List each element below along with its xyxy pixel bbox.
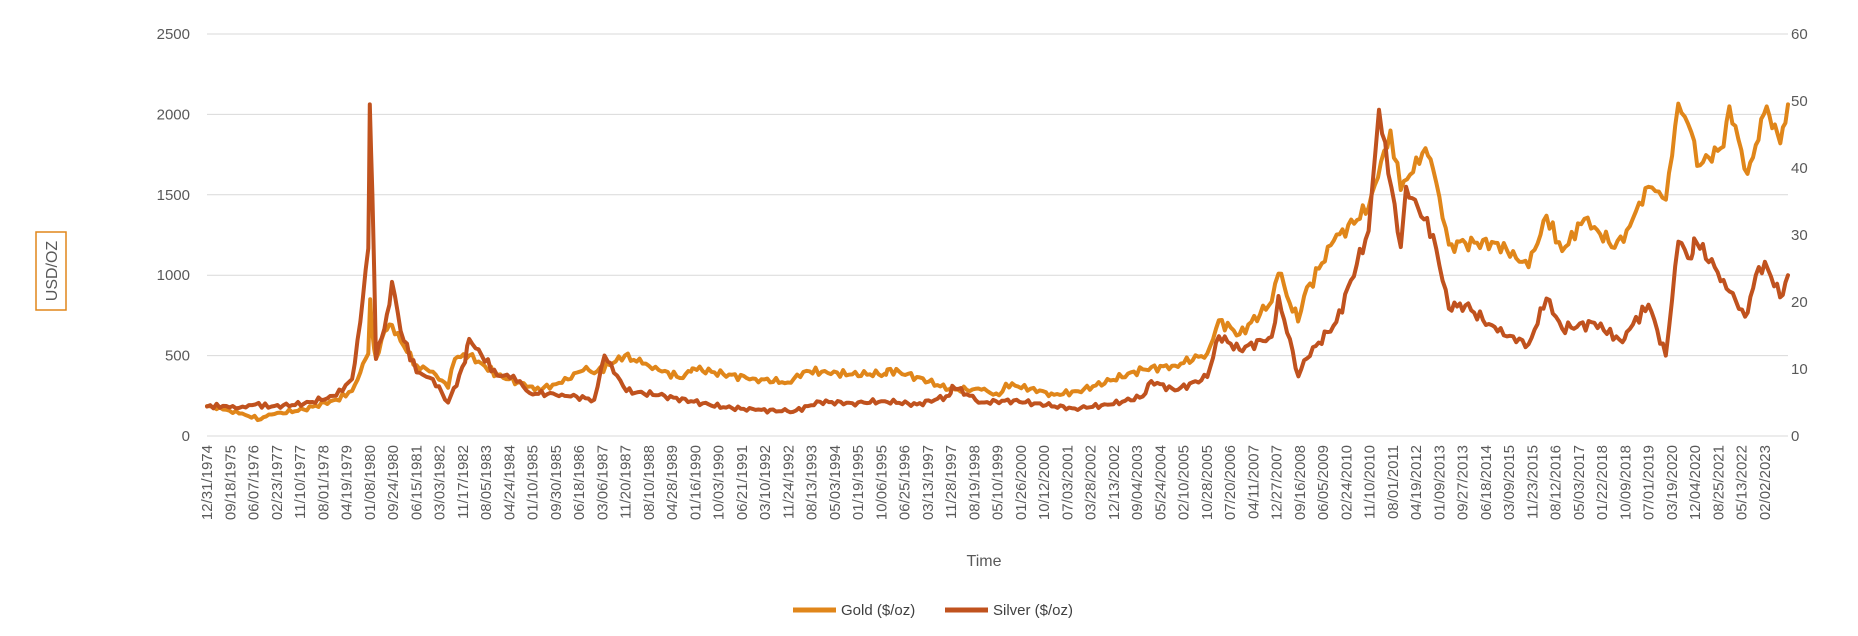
x-tick-label: 10/28/2005 xyxy=(1199,445,1216,520)
legend-gold-label: Gold ($/oz) xyxy=(841,602,915,619)
x-tick-label: 02/10/2005 xyxy=(1176,445,1193,520)
x-tick-label: 06/21/1991 xyxy=(734,445,751,520)
silver-series-line xyxy=(205,102,1790,415)
x-tick-label: 09/04/2003 xyxy=(1129,445,1146,520)
y-right-tick-label: 40 xyxy=(1791,160,1808,177)
y-right-tick-label: 60 xyxy=(1791,26,1808,43)
x-tick-label: 01/10/1985 xyxy=(525,445,542,520)
x-tick-label: 04/28/1989 xyxy=(664,445,681,520)
x-tick-label: 04/19/1979 xyxy=(339,445,356,520)
y-right-tick-label: 10 xyxy=(1791,361,1808,378)
x-tick-label: 07/03/2001 xyxy=(1059,445,1076,520)
legend-silver-label: Silver ($/oz) xyxy=(993,602,1073,619)
x-tick-label: 08/25/2021 xyxy=(1710,445,1727,520)
y-axis-title: USD/OZ xyxy=(35,231,67,311)
x-tick-label: 04/11/2007 xyxy=(1245,445,1262,519)
x-tick-label: 03/13/1997 xyxy=(920,445,937,520)
y-left-tick-label: 2000 xyxy=(157,106,190,123)
gold-series-line xyxy=(205,101,1790,423)
right-axis-ticks: 0 10 20 30 40 50 60 xyxy=(1791,26,1808,445)
x-axis-ticks: 12/31/1974 09/18/1975 06/07/1976 02/23/1977… xyxy=(199,445,1774,520)
x-tick-label: 11/24/1992 xyxy=(780,445,797,519)
x-tick-label: 09/27/2013 xyxy=(1455,445,1472,520)
x-tick-label: 07/01/2019 xyxy=(1641,445,1658,520)
x-tick-label: 06/15/1981 xyxy=(408,445,425,520)
y-axis-title-text: USD/OZ xyxy=(44,241,61,302)
x-tick-label: 03/28/2002 xyxy=(1083,445,1100,520)
x-tick-label: 08/13/1993 xyxy=(804,445,821,520)
x-tick-label: 01/09/2013 xyxy=(1431,445,1448,520)
y-left-tick-label: 1000 xyxy=(157,267,190,284)
y-right-tick-label: 0 xyxy=(1791,428,1799,445)
x-tick-label: 12/04/2020 xyxy=(1687,445,1704,520)
x-tick-label: 04/24/1984 xyxy=(501,445,518,520)
x-tick-label: 11/23/2015 xyxy=(1524,445,1541,519)
x-tick-label: 05/24/2004 xyxy=(1152,445,1169,520)
y-axis-title-box xyxy=(35,231,67,311)
x-tick-label: 06/05/2009 xyxy=(1315,445,1332,520)
y-left-tick-label: 1500 xyxy=(157,187,190,204)
x-tick-label: 08/01/1978 xyxy=(315,445,332,520)
x-tick-label: 01/26/2000 xyxy=(1013,445,1030,520)
x-tick-label: 05/03/1994 xyxy=(827,445,844,520)
x-tick-label: 03/09/2015 xyxy=(1501,445,1518,520)
x-tick-label: 08/12/2016 xyxy=(1548,445,1565,520)
x-tick-label: 10/03/1990 xyxy=(711,445,728,520)
x-tick-label: 06/07/1976 xyxy=(246,445,263,520)
y-left-tick-label: 500 xyxy=(165,348,190,365)
x-tick-label: 10/09/2018 xyxy=(1617,445,1634,520)
y-right-tick-label: 50 xyxy=(1791,93,1808,110)
x-tick-label: 08/05/1983 xyxy=(478,445,495,520)
x-tick-label: 08/01/2011 xyxy=(1385,445,1402,519)
x-tick-label: 02/02/2023 xyxy=(1757,445,1774,520)
x-tick-label: 01/19/1995 xyxy=(850,445,867,520)
x-tick-label: 11/17/1982 xyxy=(455,445,472,519)
x-tick-label: 07/20/2006 xyxy=(1222,445,1239,520)
x-axis-title: Time xyxy=(967,553,1002,570)
x-tick-label: 03/19/2020 xyxy=(1664,445,1681,520)
x-tick-label: 11/10/2010 xyxy=(1362,445,1379,519)
x-tick-label: 03/10/1992 xyxy=(757,445,774,520)
x-tick-label: 09/18/1975 xyxy=(222,445,239,520)
x-tick-label: 01/08/1980 xyxy=(362,445,379,520)
x-tick-label: 12/13/2002 xyxy=(1106,445,1123,520)
x-tick-label: 02/23/1977 xyxy=(269,445,286,520)
x-tick-label: 09/16/2008 xyxy=(1292,445,1309,520)
y-right-tick-label: 20 xyxy=(1791,294,1808,311)
x-tick-label: 11/10/1977 xyxy=(292,445,309,519)
x-tick-label: 03/03/1982 xyxy=(432,445,449,520)
legend: Gold ($/oz) Silver ($/oz) xyxy=(793,602,1073,619)
x-tick-label: 02/24/2010 xyxy=(1338,445,1355,520)
x-tick-label: 10/12/2000 xyxy=(1036,445,1053,520)
y-left-tick-label: 2500 xyxy=(157,26,190,43)
x-tick-label: 05/10/1999 xyxy=(990,445,1007,520)
x-tick-label: 01/16/1990 xyxy=(687,445,704,520)
x-tick-label: 08/10/1988 xyxy=(641,445,658,520)
x-tick-label: 06/18/2014 xyxy=(1478,445,1495,520)
x-tick-label: 05/13/2022 xyxy=(1734,445,1751,520)
y-right-tick-label: 30 xyxy=(1791,227,1808,244)
x-tick-label: 01/22/2018 xyxy=(1594,445,1611,520)
x-tick-label: 12/31/1974 xyxy=(199,445,216,520)
left-axis-ticks: 0 500 1000 1500 2000 2500 xyxy=(157,26,190,445)
x-tick-label: 06/18/1986 xyxy=(571,445,588,520)
x-tick-label: 08/19/1998 xyxy=(966,445,983,520)
x-tick-label: 09/30/1985 xyxy=(548,445,565,520)
x-tick-label: 04/19/2012 xyxy=(1408,445,1425,520)
x-tick-label: 11/28/1997 xyxy=(943,445,960,519)
x-tick-label: 10/06/1995 xyxy=(873,445,890,520)
y-left-tick-label: 0 xyxy=(182,428,190,445)
gridlines xyxy=(207,33,1788,437)
x-tick-label: 11/20/1987 xyxy=(618,445,635,519)
x-tick-label: 05/03/2017 xyxy=(1571,445,1588,520)
series-lines xyxy=(205,101,1790,423)
x-tick-label: 06/25/1996 xyxy=(897,445,914,520)
x-tick-label: 03/06/1987 xyxy=(594,445,611,520)
x-tick-label: 09/24/1980 xyxy=(385,445,402,520)
x-tick-label: 12/27/2007 xyxy=(1269,445,1286,520)
